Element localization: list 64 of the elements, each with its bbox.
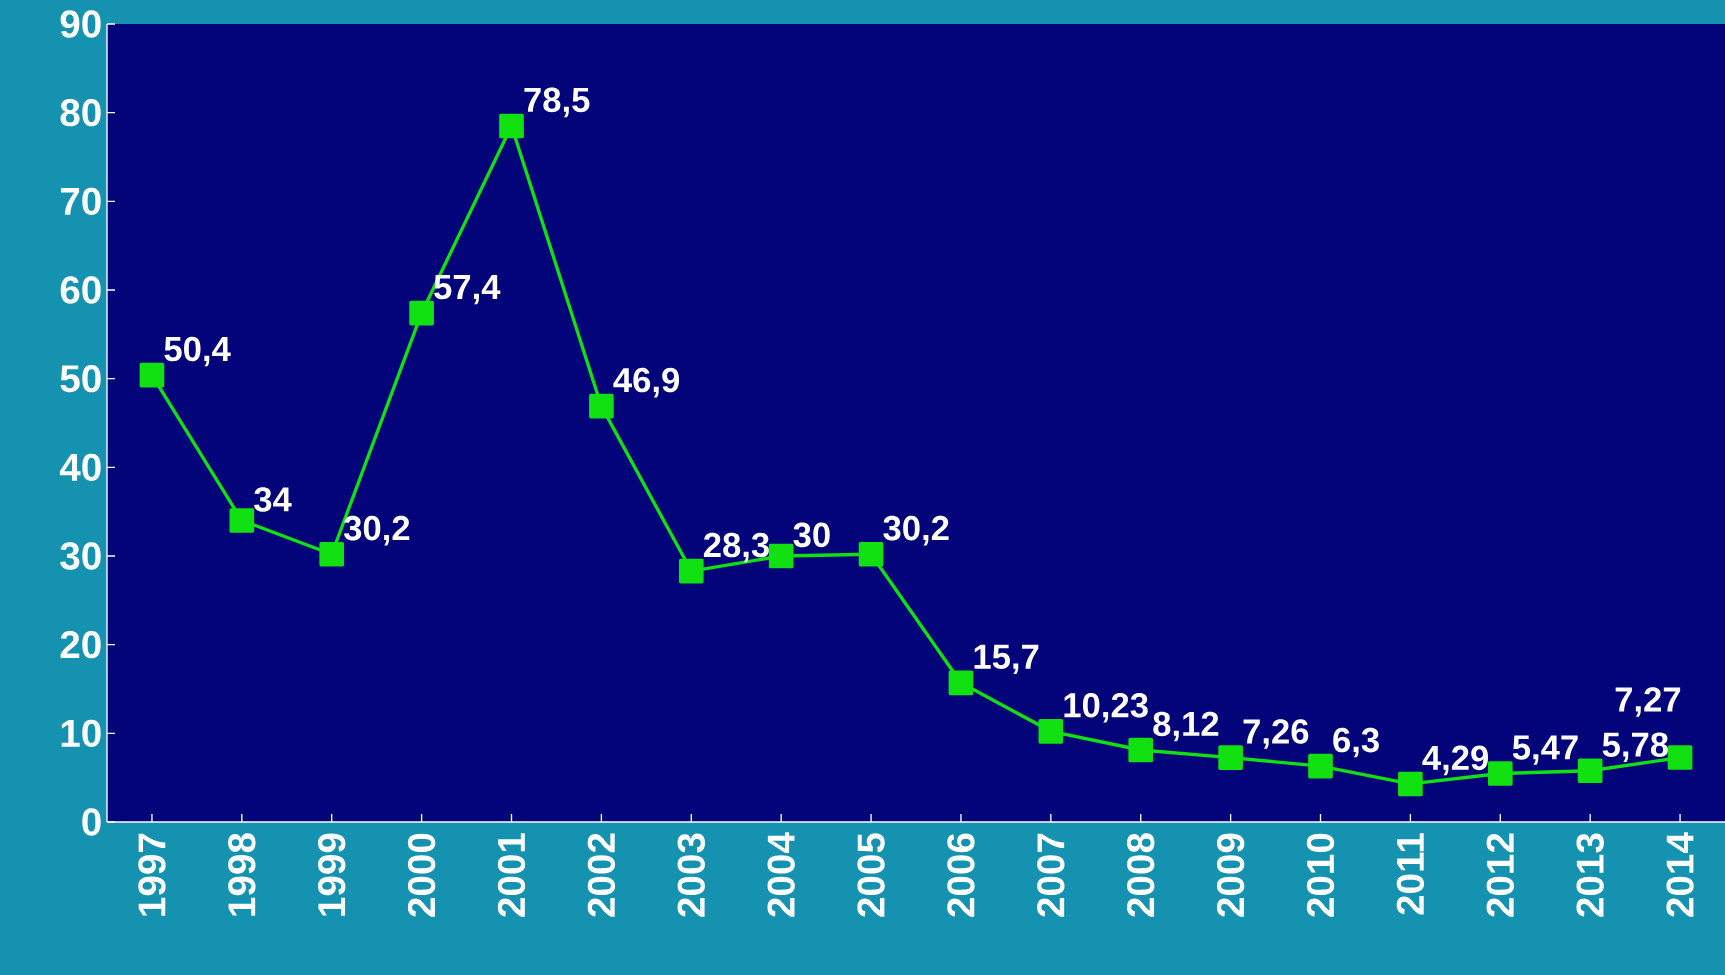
point bbox=[1398, 771, 1423, 797]
x-tick-label: 2002 bbox=[587, 833, 616, 917]
y-tick-label: 10 bbox=[61, 719, 101, 748]
point bbox=[1667, 745, 1693, 770]
point bbox=[409, 300, 434, 326]
data-label: 7,27 bbox=[1615, 687, 1681, 717]
point bbox=[1038, 718, 1064, 744]
data-label: 4,29 bbox=[1422, 745, 1489, 776]
point bbox=[1308, 753, 1333, 779]
point bbox=[768, 543, 794, 569]
data-label: 28,3 bbox=[703, 532, 769, 563]
x-tick-label: 1997 bbox=[138, 833, 166, 916]
data-label: 8,12 bbox=[1153, 711, 1219, 742]
y-tick-label: 80 bbox=[60, 98, 101, 127]
x-tick-label: 2010 bbox=[1306, 833, 1335, 917]
x-tick-label: 2007 bbox=[1037, 833, 1065, 917]
point bbox=[1218, 745, 1243, 770]
data-label: 6,3 bbox=[1333, 727, 1379, 758]
point bbox=[1577, 758, 1603, 784]
y-tick-label: 70 bbox=[60, 187, 101, 216]
point bbox=[139, 362, 165, 388]
x-tick-label: 2004 bbox=[767, 832, 795, 917]
x-tick-label: 2008 bbox=[1127, 833, 1155, 917]
y-tick-label: 40 bbox=[59, 453, 101, 482]
y-tick-label: 90 bbox=[60, 10, 101, 38]
x-tick-label: 2012 bbox=[1486, 833, 1514, 917]
data-label: 5,47 bbox=[1512, 735, 1578, 765]
data-label: 46,9 bbox=[613, 367, 680, 398]
y-tick-label: 20 bbox=[60, 630, 101, 659]
data-label: 78,5 bbox=[524, 87, 590, 118]
x-tick-label: 2006 bbox=[947, 833, 975, 917]
x-tick-label: 2000 bbox=[407, 833, 436, 917]
data-label: 34 bbox=[254, 487, 292, 512]
point bbox=[589, 393, 614, 419]
data-label: 5,78 bbox=[1602, 732, 1669, 762]
data-label: 30 bbox=[793, 522, 830, 548]
x-tick-label: 2003 bbox=[677, 833, 705, 917]
x-tick-label: 2014 bbox=[1666, 832, 1694, 917]
x-tick-label: 2011 bbox=[1396, 833, 1425, 915]
data-label: 30,2 bbox=[883, 515, 949, 546]
y-tick-label: 50 bbox=[60, 364, 101, 393]
data-label: 30,2 bbox=[343, 515, 410, 546]
point bbox=[319, 541, 345, 567]
x-tick-label: 1998 bbox=[228, 833, 256, 916]
data-label: 57,4 bbox=[434, 275, 501, 305]
x-tick-label: 2001 bbox=[497, 833, 526, 917]
point bbox=[1128, 737, 1154, 763]
x-tick-label: 2005 bbox=[857, 833, 885, 917]
point bbox=[499, 113, 524, 139]
x-tick-label: 2013 bbox=[1576, 833, 1604, 917]
data-label: 15,7 bbox=[974, 644, 1039, 675]
y-tick-label: 0 bbox=[82, 808, 101, 836]
point bbox=[858, 541, 884, 567]
x-tick-label: 2009 bbox=[1216, 833, 1245, 917]
data-label: 7,26 bbox=[1243, 719, 1309, 749]
y-tick-label: 30 bbox=[60, 542, 101, 570]
point bbox=[678, 558, 704, 584]
point bbox=[948, 670, 974, 696]
data-label: 10,23 bbox=[1064, 692, 1148, 723]
point bbox=[229, 508, 255, 533]
point bbox=[1487, 761, 1513, 786]
x-tick-label: 1999 bbox=[318, 833, 346, 916]
data-label: 50,4 bbox=[164, 336, 231, 367]
y-tick-label: 60 bbox=[60, 276, 101, 304]
